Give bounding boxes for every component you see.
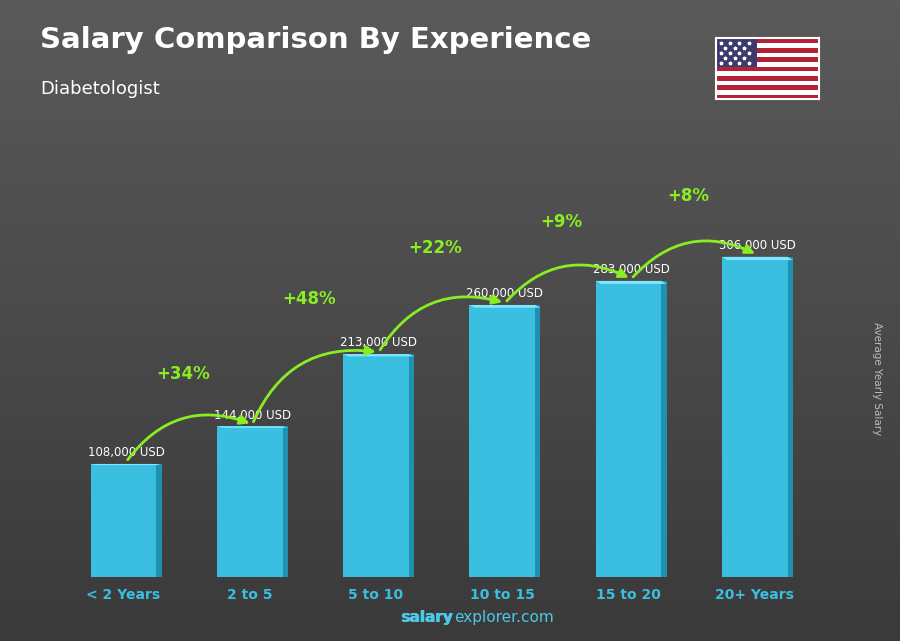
Text: 213,000 USD: 213,000 USD xyxy=(340,337,418,349)
Text: +34%: +34% xyxy=(156,365,210,383)
Bar xyxy=(716,43,819,48)
FancyBboxPatch shape xyxy=(91,464,157,577)
Bar xyxy=(716,71,819,76)
Polygon shape xyxy=(409,354,414,577)
Bar xyxy=(716,90,819,95)
FancyBboxPatch shape xyxy=(470,305,536,577)
Bar xyxy=(716,67,819,71)
Bar xyxy=(716,57,819,62)
Bar xyxy=(716,48,819,53)
Polygon shape xyxy=(722,257,793,260)
Text: 306,000 USD: 306,000 USD xyxy=(719,239,796,252)
Polygon shape xyxy=(283,426,288,577)
Bar xyxy=(716,81,819,85)
Polygon shape xyxy=(157,464,161,577)
Polygon shape xyxy=(217,426,288,428)
Text: salary: salary xyxy=(400,610,453,625)
FancyBboxPatch shape xyxy=(217,426,283,577)
Bar xyxy=(716,95,819,99)
Bar xyxy=(716,76,819,81)
Polygon shape xyxy=(596,281,667,284)
Text: +8%: +8% xyxy=(667,187,709,205)
Polygon shape xyxy=(91,464,161,465)
Text: Average Yearly Salary: Average Yearly Salary xyxy=(872,322,883,435)
Text: +22%: +22% xyxy=(409,239,463,257)
FancyBboxPatch shape xyxy=(343,354,409,577)
Polygon shape xyxy=(662,281,667,577)
Bar xyxy=(716,62,819,67)
Text: 283,000 USD: 283,000 USD xyxy=(593,263,670,276)
Polygon shape xyxy=(788,257,793,577)
Bar xyxy=(716,53,819,57)
Text: 260,000 USD: 260,000 USD xyxy=(466,287,544,300)
Polygon shape xyxy=(343,354,414,356)
Polygon shape xyxy=(536,305,540,577)
Text: 144,000 USD: 144,000 USD xyxy=(214,408,291,422)
Text: 108,000 USD: 108,000 USD xyxy=(87,446,165,459)
Text: +9%: +9% xyxy=(541,213,583,231)
Text: +48%: +48% xyxy=(283,290,336,308)
Text: salary: salary xyxy=(401,610,454,625)
Text: explorer.com: explorer.com xyxy=(454,610,554,625)
Text: Diabetologist: Diabetologist xyxy=(40,80,160,98)
FancyBboxPatch shape xyxy=(722,257,788,577)
Bar xyxy=(716,85,819,90)
Bar xyxy=(716,38,819,43)
Polygon shape xyxy=(470,305,540,308)
FancyBboxPatch shape xyxy=(596,281,662,577)
Bar xyxy=(716,38,757,67)
Text: Salary Comparison By Experience: Salary Comparison By Experience xyxy=(40,26,592,54)
